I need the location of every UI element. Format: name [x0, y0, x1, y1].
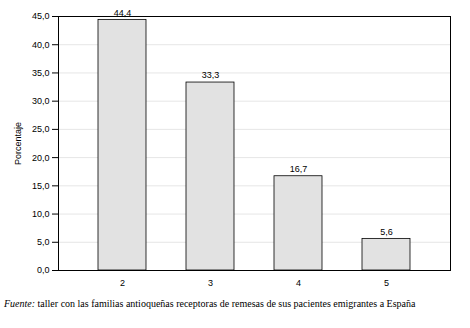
svg-text:35,0: 35,0: [32, 68, 50, 78]
svg-text:45,0: 45,0: [32, 11, 50, 21]
svg-text:16,7: 16,7: [290, 164, 308, 174]
svg-text:5,0: 5,0: [37, 237, 50, 247]
svg-text:44,4: 44,4: [113, 7, 132, 18]
svg-text:Porcentaje: Porcentaje: [13, 122, 23, 165]
svg-text:15,0: 15,0: [32, 181, 50, 191]
svg-text:33,3: 33,3: [202, 70, 220, 80]
svg-text:2: 2: [120, 278, 125, 288]
svg-text:0,0: 0,0: [37, 265, 50, 275]
svg-text:10,0: 10,0: [32, 209, 50, 219]
svg-text:30,0: 30,0: [32, 96, 50, 106]
svg-text:5: 5: [384, 278, 389, 288]
svg-text:3: 3: [208, 278, 213, 288]
svg-text:5,6: 5,6: [380, 227, 393, 237]
svg-text:20,0: 20,0: [32, 152, 50, 162]
html-text:Fuente: taller con las familia: Fuente: taller con las familias antioque…: [4, 298, 416, 309]
svg-text:25,0: 25,0: [32, 124, 50, 134]
svg-text:40,0: 40,0: [32, 40, 50, 50]
svg-text:4: 4: [296, 278, 301, 288]
